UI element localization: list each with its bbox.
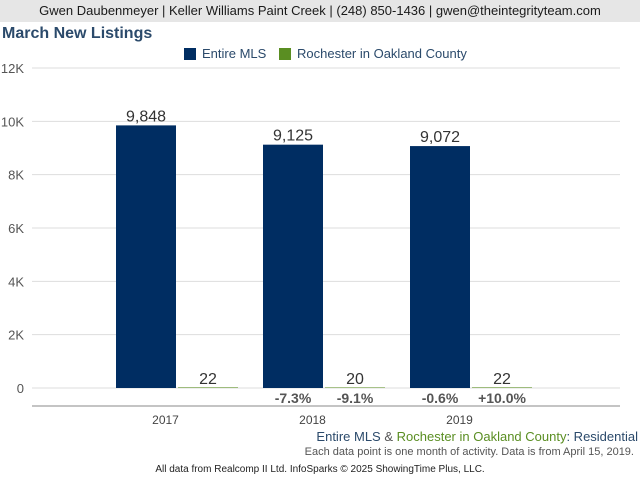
- bar-entire-mls-2019: [410, 146, 470, 388]
- y-tick-label: 4K: [8, 274, 24, 289]
- legend-swatch-rochester: [279, 47, 291, 60]
- legend-item-rochester[interactable]: Rochester in Oakland County: [279, 46, 467, 61]
- subtitle-series2: Rochester in Oakland County: [396, 429, 567, 444]
- change-label: -0.6%: [422, 390, 459, 406]
- legend: Entire MLS Rochester in Oakland County: [0, 44, 640, 62]
- data-note: Each data point is one month of activity…: [304, 446, 634, 458]
- change-label: -9.1%: [337, 390, 374, 406]
- change-label: +10.0%: [478, 390, 526, 406]
- y-tick-label: 8K: [8, 168, 24, 183]
- chart-title: March New Listings: [2, 25, 153, 42]
- data-label: 20: [346, 371, 364, 388]
- subtitle-suffix: : Residential: [566, 429, 638, 444]
- change-label: -7.3%: [275, 390, 312, 406]
- subtitle-series1: Entire MLS: [316, 429, 381, 444]
- data-label: 9,072: [420, 129, 460, 146]
- bar-rochester-2019: [472, 387, 532, 388]
- x-tick-label: 2019: [446, 413, 473, 427]
- chart-subtitle: Entire MLS & Rochester in Oakland County…: [316, 429, 638, 444]
- legend-item-entire-mls[interactable]: Entire MLS: [184, 46, 266, 61]
- header-text: Gwen Daubenmeyer | Keller Williams Paint…: [39, 3, 601, 18]
- legend-swatch-entire-mls: [184, 47, 196, 60]
- header-banner: Gwen Daubenmeyer | Keller Williams Paint…: [0, 0, 640, 22]
- x-tick-label: 2017: [152, 413, 179, 427]
- bar-entire-mls-2018: [263, 144, 323, 388]
- bar-rochester-2018: [325, 387, 385, 388]
- y-tick-label: 6K: [8, 221, 24, 236]
- legend-label-rochester: Rochester in Oakland County: [297, 46, 467, 61]
- data-label: 9,125: [273, 128, 313, 145]
- y-tick-label: 0: [17, 381, 24, 396]
- data-label: 22: [199, 371, 217, 388]
- legend-label-entire-mls: Entire MLS: [202, 46, 267, 61]
- bar-rochester-2017: [178, 387, 238, 388]
- subtitle-amp: &: [380, 429, 397, 444]
- y-tick-label: 12K: [1, 61, 24, 76]
- bar-entire-mls-2017: [116, 125, 176, 389]
- footer-credit: All data from Realcomp II Ltd. InfoSpark…: [155, 464, 485, 475]
- x-tick-label: 2018: [299, 413, 326, 427]
- data-label: 9,848: [126, 108, 166, 125]
- y-tick-label: 10K: [1, 114, 24, 129]
- y-tick-label: 2K: [8, 328, 24, 343]
- data-label: 22: [493, 371, 511, 388]
